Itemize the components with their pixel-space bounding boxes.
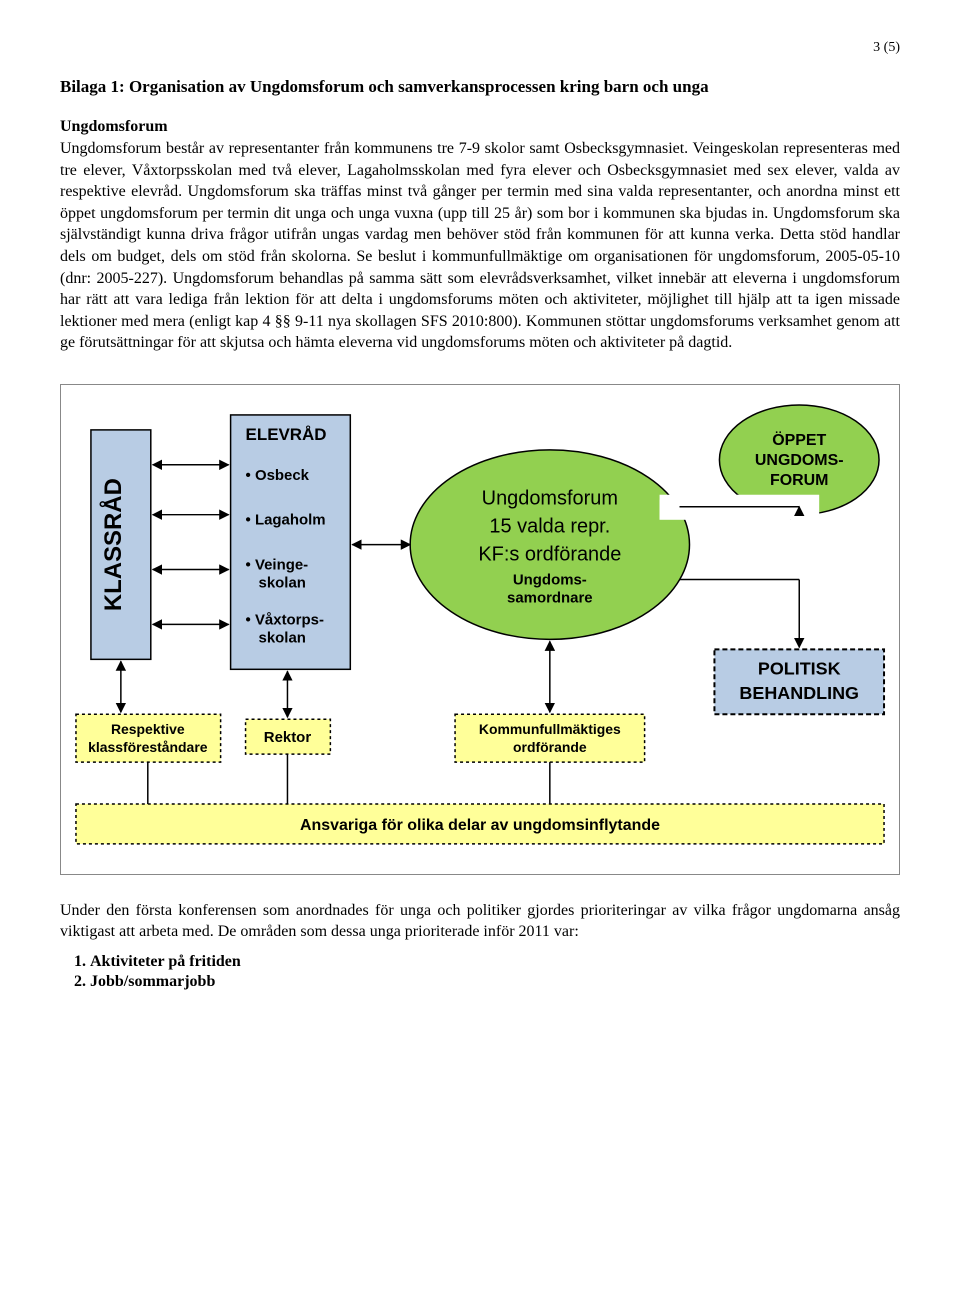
elevrad-item-0: • Osbeck (246, 467, 310, 484)
politisk-line-0: POLITISK (758, 658, 841, 678)
elevrad-item-1: • Lagaholm (246, 512, 326, 529)
ansvariga-label: Ansvariga för olika delar av ungdomsinfl… (300, 817, 660, 834)
priority-list: Aktiviteter på fritiden Jobb/sommarjobb (90, 953, 900, 991)
respektive-line-0: Respektive (111, 721, 185, 737)
diagram-container: KLASSRÅD ELEVRÅD • Osbeck • Lagaholm • V… (60, 384, 900, 875)
politisk-line-1: BEHANDLING (739, 683, 859, 703)
elevrad-title: ELEVRÅD (246, 425, 327, 444)
body-text: Ungdomsforum består av representanter fr… (60, 138, 900, 354)
priority-item-0: Aktiviteter på fritiden (90, 953, 900, 971)
respektive-line-1: klassföreståndare (88, 739, 208, 755)
ungdomsforum-line-4: samordnare (507, 590, 593, 607)
page-number: 3 (5) (60, 40, 900, 56)
oppet-line-1: UNGDOMS- (755, 452, 844, 469)
ungdomsforum-line-0: Ungdomsforum (482, 488, 618, 510)
page-title: Bilaga 1: Organisation av Ungdomsforum o… (60, 76, 900, 98)
uf-politisk-arrow (680, 580, 800, 648)
ungdomsforum-line-3: Ungdoms- (513, 572, 587, 589)
ungdomsforum-line-2: KF:s ordförande (478, 544, 621, 566)
org-diagram: KLASSRÅD ELEVRÅD • Osbeck • Lagaholm • V… (61, 385, 899, 874)
kf-line-0: Kommunfullmäktiges (479, 721, 621, 737)
klassrad-elevrad-arrows (153, 465, 229, 625)
subheading: Ungdomsforum (60, 118, 900, 136)
klassrad-label: KLASSRÅD (99, 478, 127, 611)
oppet-line-2: FORUM (770, 472, 829, 489)
kf-line-1: ordförande (513, 739, 587, 755)
outro-text: Under den första konferensen som anordna… (60, 900, 900, 943)
oppet-line-0: ÖPPET (772, 430, 826, 449)
ungdomsforum-line-1: 15 valda repr. (489, 516, 610, 538)
rektor-label: Rektor (264, 729, 312, 746)
priority-item-1: Jobb/sommarjobb (90, 973, 900, 991)
